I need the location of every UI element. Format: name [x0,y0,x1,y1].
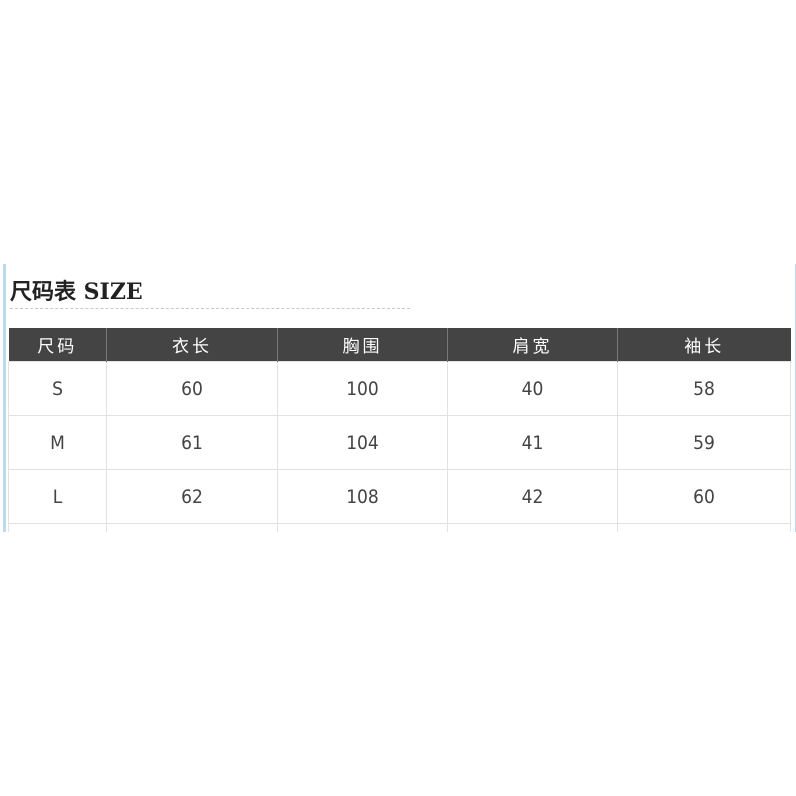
cell: 60 [617,469,791,524]
header-chest: 胸围 [277,328,448,362]
cell: 60 [106,361,278,416]
table-row: S 60 100 40 58 [8,361,791,416]
page-title: 尺码表 SIZE [10,279,143,305]
header-sleeve: 袖长 [617,328,791,362]
cell: M [8,415,107,470]
cell: 40 [447,361,618,416]
cell: S [8,361,107,416]
cell [617,523,791,532]
table-row: M 61 104 41 59 [8,415,791,470]
page-background [0,532,796,796]
cell: 62 [106,469,278,524]
title-divider [10,308,410,309]
cell: 58 [617,361,791,416]
cell: 61 [106,415,278,470]
cell: 59 [617,415,791,470]
cell: 42 [447,469,618,524]
table-row-empty [8,523,791,532]
header-shoulder: 肩宽 [447,328,618,362]
cell: 104 [277,415,448,470]
cell [447,523,618,532]
size-table: 尺码 衣长 胸围 肩宽 袖长 S 60 100 40 58 M 61 104 4… [8,328,791,532]
cell [106,523,278,532]
cell: L [8,469,107,524]
cell [277,523,448,532]
table-header-row: 尺码 衣长 胸围 肩宽 袖长 [8,328,791,362]
cell: 41 [447,415,618,470]
table-row: L 62 108 42 60 [8,469,791,524]
cell: 108 [277,469,448,524]
cell: 100 [277,361,448,416]
header-length: 衣长 [106,328,278,362]
cell [8,523,107,532]
header-size: 尺码 [8,328,107,362]
